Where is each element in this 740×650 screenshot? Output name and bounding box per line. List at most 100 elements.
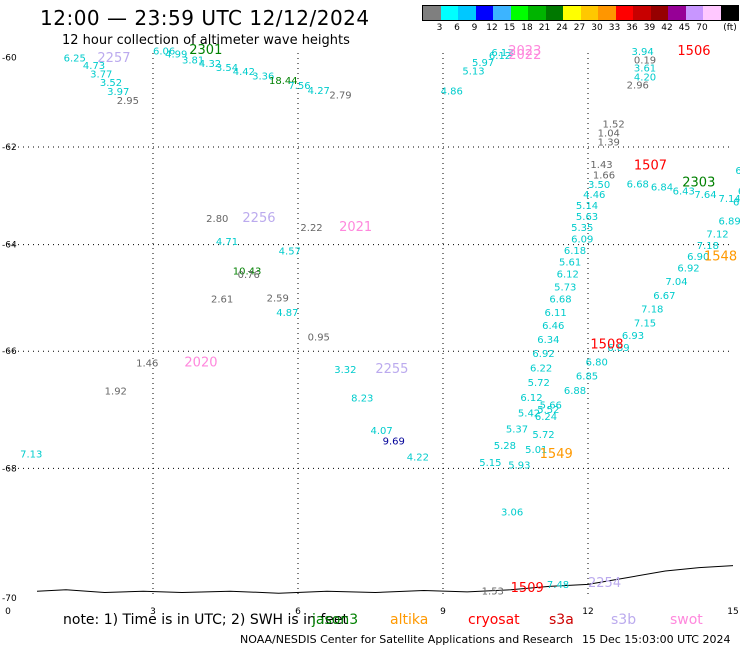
x-tick-label: 3: [150, 607, 156, 617]
wave-height-label: 1.92: [105, 386, 127, 397]
wave-height-label: 6.68: [627, 179, 649, 190]
wave-height-label: 2.22: [300, 223, 322, 234]
wave-height-label: 6.12: [520, 393, 542, 404]
wave-height-label: 6.24: [535, 412, 557, 423]
x-tick-label: 9: [440, 607, 446, 617]
color-scale-label: 15: [503, 23, 516, 33]
color-scale-cell: [475, 6, 493, 20]
color-scale-cell: [563, 6, 581, 20]
wave-height-label: 3.06: [501, 507, 523, 518]
color-scale-cell: [423, 6, 441, 20]
wave-height-label: 6.46: [542, 321, 564, 332]
wave-height-label: 8.23: [351, 393, 373, 404]
wave-height-label: 7.14: [719, 194, 740, 205]
track-id-label: 1508: [590, 337, 623, 352]
wave-height-label: 2.80: [206, 214, 228, 225]
wave-height-label: 3.94: [632, 47, 654, 58]
wave-height-label: 5.97: [472, 58, 494, 69]
color-scale-label: 9: [471, 23, 478, 33]
track-id-label: 1548: [704, 250, 737, 265]
wave-height-label: 3.54: [216, 63, 238, 74]
wave-height-label: 5.66: [540, 400, 562, 411]
color-scale-labels: 3 6 9 12 15 18 21 24 27 30 33 36 39 42 45 70 (ft): [422, 21, 739, 35]
color-scale-label: 24: [556, 23, 568, 33]
wave-height-label: 7.12: [706, 229, 728, 240]
wave-height-label: 6.89: [733, 198, 740, 209]
wave-height-label: 6.12: [557, 270, 579, 281]
wave-height-label: 1.04: [598, 128, 620, 139]
color-scale-cell: [545, 6, 563, 20]
page-title: 12:00 — 23:59 UTC 12/12/2024: [40, 6, 370, 30]
page-subtitle: 12 hour collection of altimeter wave hei…: [62, 33, 350, 48]
track-id-label: 1509: [511, 581, 544, 596]
wave-height-label: 5.01: [525, 445, 547, 456]
wave-height-label: 6.85: [576, 371, 598, 382]
legend-swot: swot: [670, 612, 703, 628]
wave-height-label: 6.13: [491, 48, 513, 59]
x-tick-label: 12: [582, 607, 593, 617]
wave-height-label: 7.18: [641, 304, 663, 315]
wave-height-label: 3.32: [334, 365, 356, 376]
color-scale-cell: [685, 6, 703, 20]
color-scale-label: 45: [678, 23, 691, 33]
wave-height-label: 5.14: [576, 201, 598, 212]
wave-height-label: 5.37: [506, 425, 528, 436]
wave-height-label: 4.07: [371, 426, 393, 437]
wave-height-label: 6.25: [64, 54, 86, 65]
wave-height-label: 6.67: [653, 291, 675, 302]
legend-cryosat: cryosat: [468, 612, 520, 628]
wave-height-label: 3.77: [90, 70, 112, 81]
wave-height-label: 3.50: [588, 180, 610, 191]
color-scale-cell: [720, 6, 738, 20]
wave-height-label: 5.72: [528, 378, 550, 389]
color-scale-label: 12: [486, 23, 498, 33]
wave-height-label: 5.13: [462, 67, 484, 78]
track-id-label: 2023: [508, 44, 541, 59]
wave-height-label: 9.69: [383, 437, 405, 448]
y-tick-label: -66: [2, 347, 17, 357]
wave-height-label: 6.22: [530, 364, 552, 375]
wave-height-label: 18.44: [269, 76, 298, 87]
wave-height-label: 4.99: [165, 49, 187, 60]
wave-height-label: 2.96: [627, 81, 649, 92]
track-id-label: 1507: [634, 159, 667, 174]
wave-height-label: 4.32: [199, 59, 221, 70]
wave-height-label: 4.71: [216, 237, 238, 248]
wave-height-label: 3.81: [182, 55, 204, 66]
color-scale-label: 39: [643, 23, 656, 33]
track-id-label: 2303: [682, 175, 715, 190]
track-id-label: 1506: [677, 44, 710, 59]
wave-height-label: 6.88: [564, 386, 586, 397]
y-tick-label: -68: [2, 464, 17, 474]
wave-height-label: 2.95: [117, 96, 139, 107]
track-id-label: 2257: [97, 51, 130, 66]
track-id-label: 2254: [588, 576, 621, 591]
color-scale: 3 6 9 12 15 18 21 24 27 30 33 36 39 42 45 70 (ft): [422, 5, 739, 35]
wave-height-label: 4.57: [279, 246, 301, 257]
wave-height-label: 5.42: [518, 409, 540, 420]
wave-height-label: 4.73: [83, 61, 105, 72]
wave-height-label: 5.72: [532, 430, 554, 441]
color-scale-cell: [493, 6, 511, 20]
units-note: note: 1) Time is in UTC; 2) SWH is in fe…: [63, 612, 349, 628]
wave-height-label: 3.36: [252, 71, 274, 82]
wave-height-label: 7.15: [634, 318, 656, 329]
wave-height-label: 6.89: [719, 216, 740, 227]
y-tick-label: -62: [2, 143, 17, 153]
wave-height-label: 1.52: [603, 120, 625, 131]
legend-jason3: jason3: [312, 612, 359, 628]
color-scale-unit: (ft): [723, 23, 737, 33]
wave-height-label: 5.15: [479, 458, 501, 469]
wave-height-label: 4.42: [233, 67, 255, 78]
color-scale-cell: [458, 6, 476, 20]
track-id-label: 2020: [184, 355, 217, 370]
wave-height-label: 6.06: [153, 46, 175, 57]
color-scale-cell: [703, 6, 721, 20]
wave-height-label: 5.73: [554, 282, 576, 293]
color-scale-cell: [650, 6, 668, 20]
wave-height-label: 6.8: [735, 166, 740, 177]
track-id-label: 2301: [189, 43, 222, 58]
color-scale-label: 6: [454, 23, 460, 33]
wave-height-label: 1.66: [593, 170, 615, 181]
wave-height-label: 5.52: [537, 405, 559, 416]
